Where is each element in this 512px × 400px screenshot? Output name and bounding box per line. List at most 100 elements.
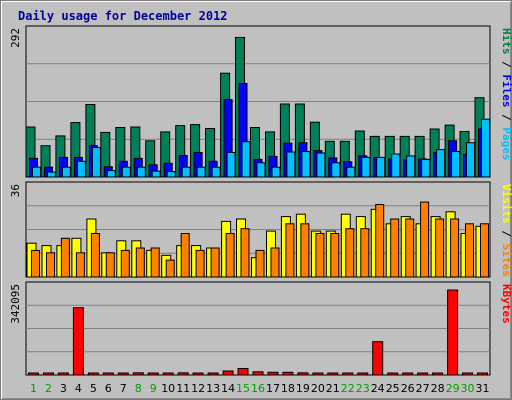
x-tick-label-day-31: 31 xyxy=(476,382,490,395)
legend-pages: Pages xyxy=(500,127,512,160)
legend-hits: Hits xyxy=(500,28,512,55)
bar-pages-day-4 xyxy=(76,160,86,178)
bar-kbytes-day-17 xyxy=(267,371,279,376)
bar-pages-day-21 xyxy=(331,162,341,178)
bar-sites-day-2 xyxy=(46,252,55,278)
x-tick-label-day-20: 20 xyxy=(311,382,325,395)
x-tick-label-day-12: 12 xyxy=(191,382,205,395)
bar-sites-day-1 xyxy=(31,249,40,278)
bar-pages-day-5 xyxy=(91,147,101,178)
bar-kbytes-day-7 xyxy=(117,372,129,376)
bar-sites-day-3 xyxy=(60,237,70,278)
bar-pages-day-6 xyxy=(106,170,116,178)
bar-sites-day-25 xyxy=(390,218,400,278)
bar-pages-day-12 xyxy=(196,166,206,178)
bar-kbytes-day-18 xyxy=(282,371,294,376)
x-tick-label-day-21: 21 xyxy=(326,382,340,395)
bar-kbytes-day-4 xyxy=(72,307,84,376)
bar-kbytes-day-2 xyxy=(43,372,54,376)
bar-sites-day-26 xyxy=(405,218,415,278)
x-tick-label-day-10: 10 xyxy=(161,382,175,395)
bar-pages-day-26 xyxy=(406,155,416,178)
bar-sites-day-12 xyxy=(195,249,205,278)
bar-pages-day-19 xyxy=(301,151,311,178)
bar-kbytes-day-30 xyxy=(462,372,473,376)
bar-pages-day-22 xyxy=(346,166,356,178)
bar-sites-day-23 xyxy=(360,228,370,278)
bar-kbytes-day-14 xyxy=(222,370,234,376)
x-tick-label-day-18: 18 xyxy=(281,382,295,395)
legend-files: Files xyxy=(500,74,512,107)
bar-kbytes-day-25 xyxy=(387,372,399,376)
bar-kbytes-day-15 xyxy=(237,368,249,376)
bar-kbytes-day-11 xyxy=(177,372,189,376)
bar-kbytes-day-22 xyxy=(342,372,354,376)
x-tick-label-day-15: 15 xyxy=(236,382,250,395)
x-tick-label-day-27: 27 xyxy=(416,382,430,395)
bar-sites-day-18 xyxy=(285,223,295,278)
bar-sites-day-31 xyxy=(480,223,489,278)
bar-sites-day-29 xyxy=(450,218,460,278)
bar-kbytes-day-23 xyxy=(357,372,369,376)
bar-pages-day-14 xyxy=(226,152,236,178)
panel-hits-legend: Hits / Files / Pages xyxy=(500,28,512,161)
bar-kbytes-day-12 xyxy=(192,372,204,376)
bar-sites-day-22 xyxy=(345,228,355,278)
bar-kbytes-day-1 xyxy=(28,372,39,376)
bar-sites-day-20 xyxy=(315,233,325,278)
bar-kbytes-day-13 xyxy=(207,372,219,376)
panel-kbytes-legend: KBytes xyxy=(500,284,512,324)
bar-sites-day-9 xyxy=(150,247,160,278)
bar-kbytes-day-27 xyxy=(417,372,429,376)
x-tick-label-day-1: 1 xyxy=(30,382,37,395)
bar-sites-day-30 xyxy=(465,223,474,278)
bar-pages-day-13 xyxy=(211,166,221,178)
bar-kbytes-day-28 xyxy=(432,372,444,376)
x-tick-label-day-24: 24 xyxy=(371,382,385,395)
bar-pages-day-1 xyxy=(32,166,41,178)
bar-sites-day-8 xyxy=(135,247,145,278)
x-tick-label-day-4: 4 xyxy=(75,382,82,395)
bar-pages-day-9 xyxy=(151,170,161,178)
bar-pages-day-27 xyxy=(421,158,431,178)
panel-visits-legend: Visits / Sites xyxy=(500,184,512,277)
bar-kbytes-day-8 xyxy=(132,372,144,376)
bar-sites-day-5 xyxy=(90,233,100,278)
bar-sites-day-13 xyxy=(210,247,220,278)
legend-sites: Sites xyxy=(500,244,512,277)
legend-kbytes: KBytes xyxy=(500,284,512,324)
bar-kbytes-day-3 xyxy=(57,372,69,376)
bar-pages-day-18 xyxy=(286,151,296,178)
x-tick-label-day-11: 11 xyxy=(176,382,190,395)
bar-sites-day-6 xyxy=(105,252,115,278)
bar-sites-day-10 xyxy=(165,259,175,278)
bar-sites-day-27 xyxy=(420,201,430,278)
bar-pages-day-30 xyxy=(466,142,475,178)
bar-pages-day-25 xyxy=(391,153,401,178)
x-tick-label-day-5: 5 xyxy=(90,382,97,395)
panel-kbytes-max-label: 342095 xyxy=(9,284,22,324)
bar-pages-day-3 xyxy=(61,166,71,178)
bar-pages-day-17 xyxy=(271,166,281,178)
bar-pages-day-20 xyxy=(316,152,326,178)
bar-pages-day-29 xyxy=(451,151,461,178)
x-tick-label-day-9: 9 xyxy=(150,382,157,395)
bar-sites-day-19 xyxy=(300,223,310,278)
bar-sites-day-24 xyxy=(375,204,385,278)
bar-pages-day-10 xyxy=(166,171,176,178)
bar-pages-day-8 xyxy=(136,166,146,178)
legend-separator: / xyxy=(500,55,512,75)
bar-pages-day-24 xyxy=(376,156,386,178)
bar-pages-day-7 xyxy=(121,166,131,178)
x-tick-label-day-17: 17 xyxy=(266,382,280,395)
chart-title: Daily usage for December 2012 xyxy=(18,9,228,23)
bar-sites-day-4 xyxy=(75,252,85,278)
bar-pages-day-11 xyxy=(181,166,191,178)
bar-sites-day-17 xyxy=(270,247,280,278)
bar-sites-day-28 xyxy=(435,218,445,278)
bar-sites-day-15 xyxy=(240,228,250,278)
bar-sites-day-7 xyxy=(120,249,130,278)
panel-visits-max-label: 36 xyxy=(9,184,22,197)
x-tick-label-day-26: 26 xyxy=(401,382,415,395)
